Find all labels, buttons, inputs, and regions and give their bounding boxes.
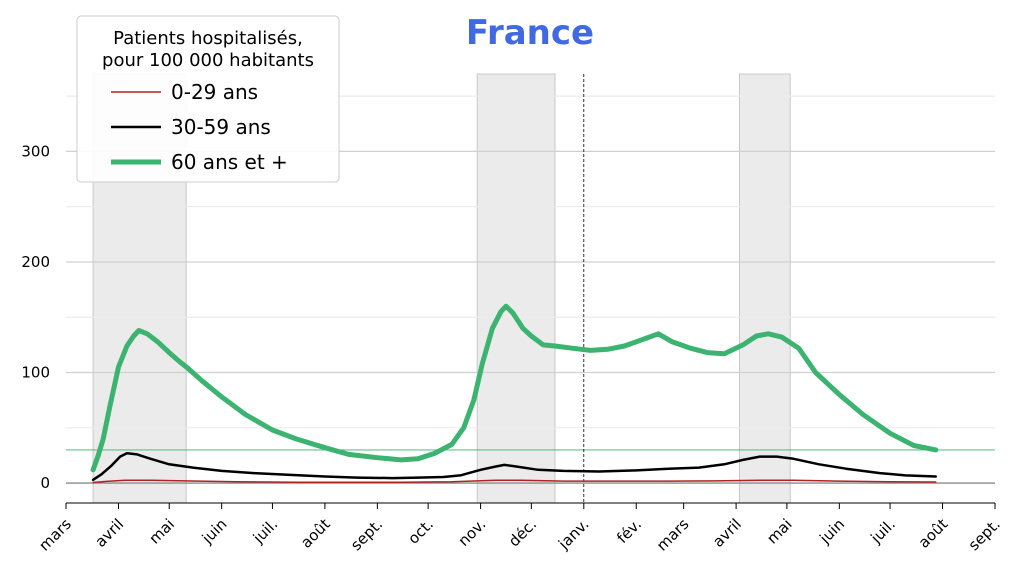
x-tick-label-9: déc.: [505, 515, 540, 550]
x-tick-label-5: août: [297, 515, 334, 552]
series-line-2: [91, 451, 938, 482]
series-line-1: [92, 479, 937, 484]
x-tick-label-17: août: [915, 515, 952, 552]
x-tick-label-15: juin: [815, 515, 848, 548]
x-tick-label-0: mars: [35, 515, 75, 555]
legend-title-line-2: pour 100 000 habitants: [102, 50, 314, 71]
x-tick-label-16: juil.: [867, 515, 899, 547]
y-tick-label-1: 100: [21, 364, 50, 382]
lockdown-band-2: [476, 73, 556, 504]
legend-box: [76, 15, 340, 183]
x-tick-label-18: sept.: [965, 515, 1004, 554]
x-tick-label-14: mai: [763, 515, 796, 548]
x-tick-label-2: mai: [146, 515, 179, 548]
reference-line-layer: [66, 74, 995, 503]
x-tick-label-12: mars: [653, 515, 693, 555]
legend-label-3: 60 ans et +: [171, 150, 288, 174]
series-line-3: [90, 303, 939, 473]
y-tick-label-0: 0: [40, 474, 50, 492]
x-tick-label-1: avril: [92, 515, 128, 551]
x-tick-label-11: fév.: [613, 515, 645, 547]
legend: Patients hospitalisés,pour 100 000 habit…: [76, 15, 340, 183]
lockdown-band-3: [738, 73, 791, 504]
chart-title: France: [466, 13, 594, 53]
y-tick-label-3: 300: [21, 142, 50, 160]
legend-title-line-1: Patients hospitalisés,: [113, 28, 303, 49]
x-tick-label-7: oct.: [404, 515, 437, 548]
x-tick-label-6: sept.: [347, 515, 386, 554]
legend-label-2: 30-59 ans: [171, 115, 271, 139]
x-tick-label-10: janv.: [554, 515, 592, 553]
x-tick-label-4: juil.: [249, 515, 281, 547]
y-tick-label-2: 200: [21, 253, 50, 271]
x-tick-label-3: juin: [198, 515, 231, 548]
x-tick-label-8: nov.: [455, 515, 490, 550]
series-layer: [90, 303, 939, 484]
x-tick-label-13: avril: [709, 515, 745, 551]
legend-label-1: 0-29 ans: [171, 80, 258, 104]
